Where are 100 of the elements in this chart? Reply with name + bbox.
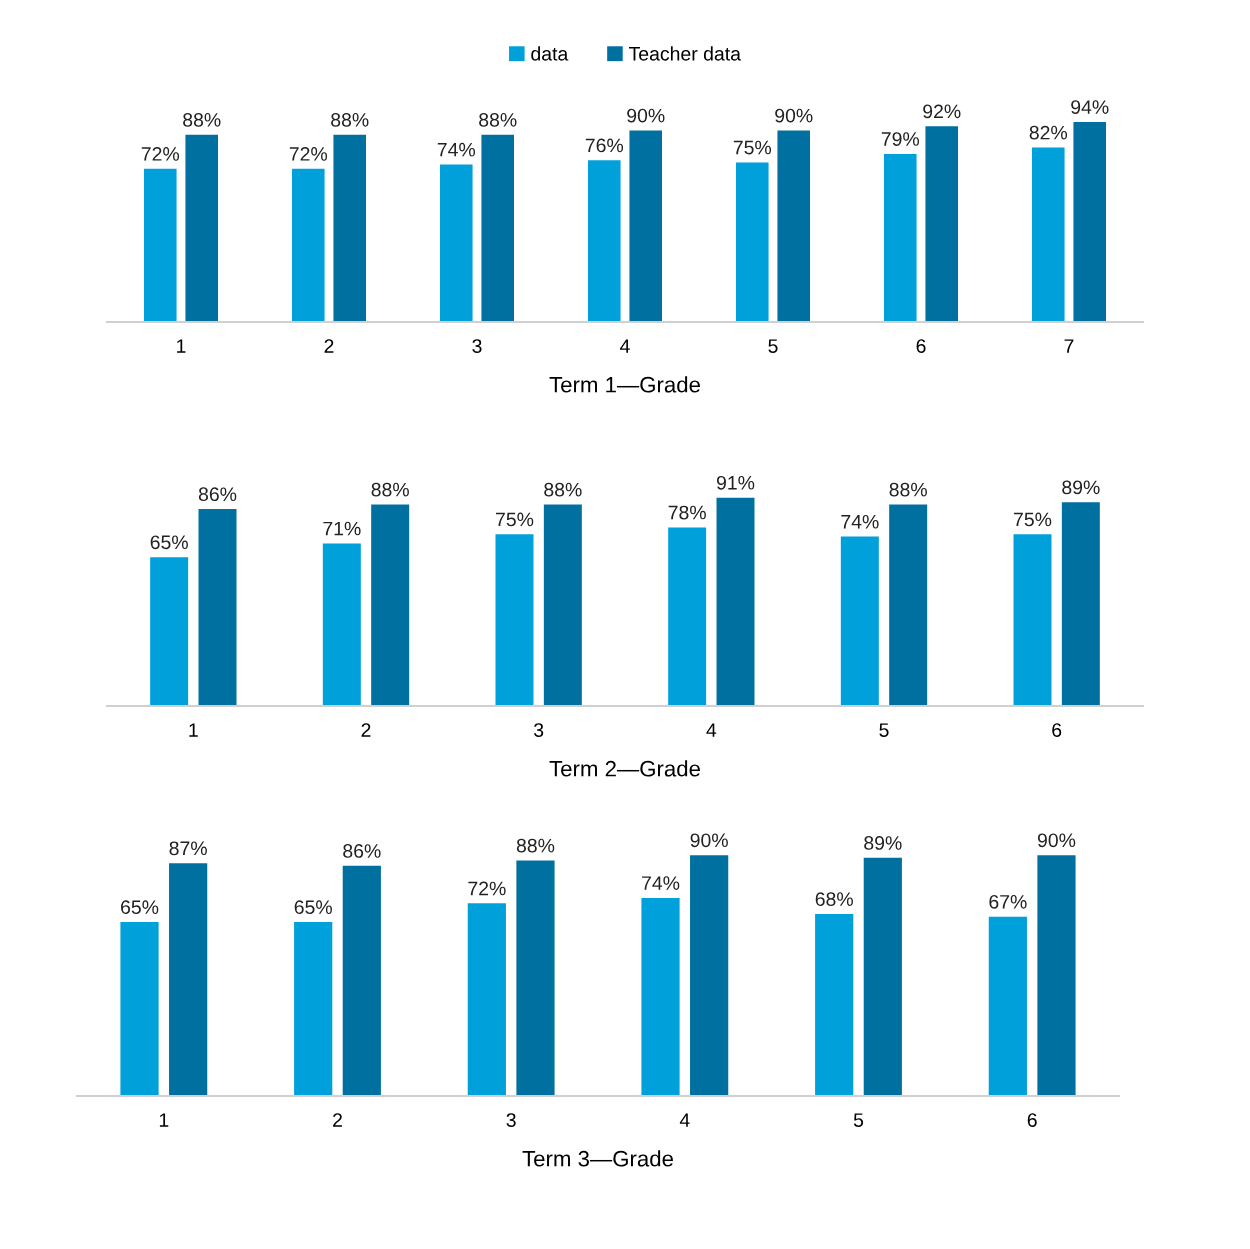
bar (1061, 502, 1100, 706)
data-label: 79% (881, 132, 920, 146)
bar (150, 557, 189, 706)
bar (840, 536, 879, 706)
data-label: 92% (923, 104, 961, 119)
bar (120, 922, 159, 1096)
bar (668, 527, 707, 706)
bar (925, 126, 958, 322)
data-label: 71% (323, 521, 361, 536)
data-label: 88% (479, 112, 517, 127)
bar (588, 160, 621, 322)
x-axis-title: Term 2—Grade (549, 760, 700, 777)
bar (481, 134, 514, 322)
x-tick-label: 2 (361, 723, 371, 737)
bar (815, 914, 854, 1096)
x-tick-label: 3 (534, 723, 544, 737)
bar (333, 134, 366, 322)
legend-label: Teacher data (628, 46, 741, 61)
data-label: 86% (198, 487, 237, 502)
data-label: 88% (331, 112, 369, 127)
data-label: 88% (544, 482, 582, 497)
data-label: 91% (716, 475, 755, 490)
x-axis-title: Term 3—Grade (522, 1150, 673, 1167)
data-label: 76% (585, 138, 624, 153)
bar (641, 897, 680, 1096)
data-label: 94% (1071, 100, 1109, 114)
bar (169, 863, 208, 1096)
data-label: 88% (371, 482, 409, 497)
bar (342, 865, 381, 1096)
data-label: 86% (343, 844, 381, 858)
data-label: 74% (841, 514, 879, 529)
data-label: 72% (141, 147, 180, 161)
x-tick-label: 1 (177, 339, 186, 353)
data-label: 65% (121, 900, 159, 915)
bar (629, 130, 662, 322)
bar (777, 130, 810, 322)
bar (294, 922, 333, 1096)
bar (1037, 855, 1076, 1096)
bar (863, 857, 902, 1096)
data-label: 74% (437, 142, 476, 157)
bar (988, 916, 1027, 1096)
bar (736, 162, 769, 322)
x-tick-label: 3 (506, 1113, 516, 1127)
x-tick-label: 4 (620, 339, 630, 353)
data-label: 65% (150, 535, 188, 550)
bar (467, 903, 506, 1096)
bar (716, 497, 755, 706)
data-label: 90% (627, 108, 665, 123)
data-label: 90% (690, 833, 728, 848)
data-label: 78% (668, 505, 706, 520)
bar (371, 504, 410, 706)
data-label: 88% (183, 112, 221, 127)
legend-label: data (531, 46, 569, 61)
x-tick-label: 6 (916, 339, 926, 353)
data-label: 72% (289, 147, 328, 161)
bar (516, 860, 555, 1096)
data-label: 88% (889, 482, 927, 497)
data-label: 89% (1062, 480, 1100, 495)
x-tick-label: 1 (159, 1113, 169, 1127)
data-label: 74% (642, 876, 680, 890)
data-label: 75% (1014, 512, 1052, 527)
data-label: 90% (775, 108, 813, 123)
x-tick-label: 2 (333, 1113, 342, 1127)
x-tick-label: 3 (472, 339, 482, 353)
bar (185, 134, 218, 322)
x-tick-label: 1 (189, 723, 198, 737)
x-tick-label: 6 (1027, 1113, 1037, 1127)
x-tick-label: 5 (768, 339, 778, 353)
data-label: 89% (864, 836, 902, 850)
data-label: 65% (294, 900, 332, 915)
data-label: 72% (468, 881, 506, 896)
data-label: 75% (496, 512, 534, 527)
bar (292, 168, 325, 322)
x-tick-label: 6 (1052, 723, 1062, 737)
bar (1032, 147, 1065, 322)
bar (889, 504, 928, 706)
x-tick-label: 7 (1064, 339, 1074, 353)
data-label: 82% (1029, 125, 1068, 140)
data-label: 75% (733, 140, 772, 155)
data-label: 67% (989, 894, 1027, 909)
bar (440, 164, 473, 322)
bar (322, 543, 361, 706)
x-tick-label: 5 (879, 723, 889, 737)
bar (1013, 534, 1052, 706)
bar (198, 509, 237, 706)
x-axis-title: Term 1—Grade (549, 376, 700, 393)
bar (884, 153, 917, 322)
data-label: 68% (815, 892, 853, 907)
x-tick-label: 4 (679, 1113, 690, 1127)
bar (543, 504, 582, 706)
x-tick-label: 2 (324, 339, 334, 353)
data-label: 87% (169, 841, 207, 856)
bar (144, 168, 177, 322)
x-tick-label: 4 (706, 723, 717, 737)
bar (690, 855, 729, 1096)
bar (1073, 122, 1106, 322)
x-tick-label: 5 (853, 1113, 864, 1127)
bar (495, 534, 534, 706)
data-label: 90% (1037, 833, 1076, 848)
data-label: 88% (516, 838, 555, 853)
